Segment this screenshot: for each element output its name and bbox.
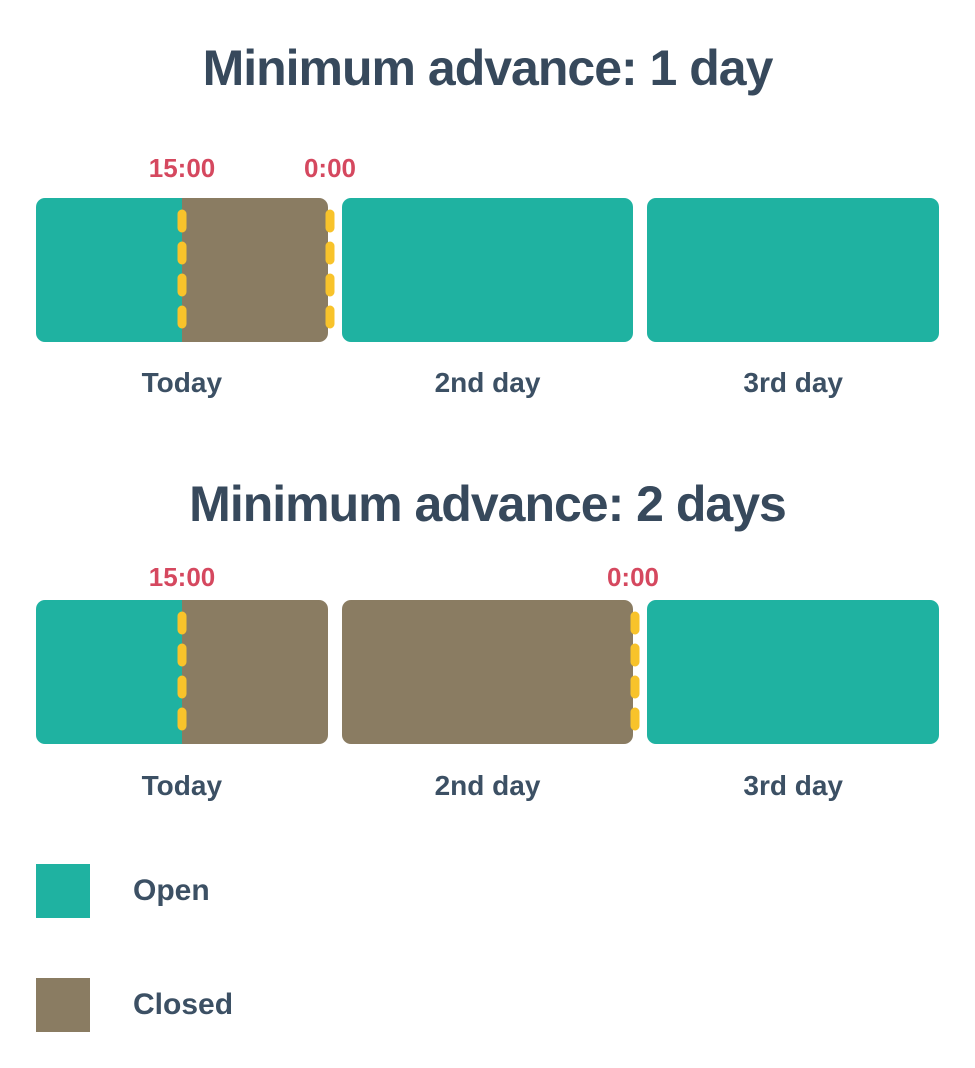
timeline-blocks bbox=[36, 198, 940, 342]
day-block-3rd bbox=[647, 600, 940, 744]
day-block-today bbox=[36, 600, 328, 744]
legend: Open Closed bbox=[36, 864, 939, 1032]
time-label-0000: 0:00 bbox=[606, 562, 660, 592]
timeline-blocks bbox=[36, 600, 940, 744]
day-label-3rd: 3rd day bbox=[743, 367, 843, 398]
time-label-1500: 15:00 bbox=[148, 153, 216, 183]
legend-item-open: Open bbox=[36, 864, 939, 918]
legend-item-closed: Closed bbox=[36, 978, 939, 1032]
day-label-today: Today bbox=[141, 770, 223, 801]
time-marker-row: 15:00 0:00 bbox=[36, 155, 939, 181]
day-block-2nd bbox=[341, 600, 640, 744]
day-label-row: Today 2nd day 3rd day bbox=[36, 771, 939, 801]
open-block bbox=[647, 198, 940, 342]
diagram-min-advance-2-days: Minimum advance: 2 days 15:00 0:00 bbox=[36, 472, 940, 801]
day-label-2nd: 2nd day bbox=[434, 367, 541, 398]
page: Minimum advance: 1 day 15:00 0:00 bbox=[36, 36, 940, 1032]
diagram-min-advance-1-day: Minimum advance: 1 day 15:00 0:00 bbox=[36, 36, 940, 398]
open-segment bbox=[36, 198, 182, 342]
legend-label-closed: Closed bbox=[133, 988, 234, 1021]
day-block-2nd bbox=[341, 198, 634, 342]
day-label-row: Today 2nd day 3rd day bbox=[36, 368, 939, 398]
day-label-today: Today bbox=[141, 367, 223, 398]
time-label-1500: 15:00 bbox=[148, 562, 216, 592]
legend-label-open: Open bbox=[133, 874, 210, 907]
section-title: Minimum advance: 2 days bbox=[189, 476, 787, 532]
open-swatch-icon bbox=[36, 864, 90, 918]
closed-segment bbox=[181, 600, 328, 744]
today-block bbox=[36, 600, 328, 744]
today-block bbox=[36, 198, 328, 342]
closed-swatch-icon bbox=[36, 978, 90, 1032]
time-label-0000: 0:00 bbox=[303, 153, 357, 183]
day-label-2nd: 2nd day bbox=[434, 770, 541, 801]
day-block-3rd bbox=[647, 198, 940, 342]
section-title: Minimum advance: 1 day bbox=[202, 40, 774, 96]
open-block bbox=[647, 600, 940, 744]
closed-segment bbox=[181, 198, 328, 342]
open-segment bbox=[36, 600, 182, 744]
day-label-3rd: 3rd day bbox=[743, 770, 843, 801]
time-marker-row: 15:00 0:00 bbox=[36, 564, 939, 590]
closed-block bbox=[341, 600, 634, 744]
day-block-today bbox=[36, 198, 335, 342]
open-block bbox=[341, 198, 634, 342]
